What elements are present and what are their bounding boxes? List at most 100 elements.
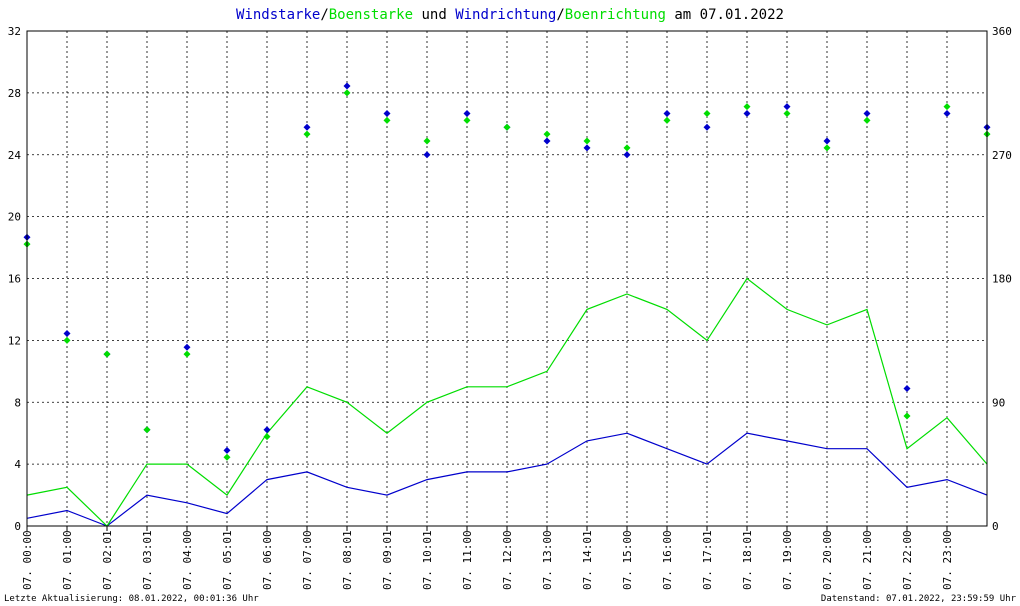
x-tick-label: 07. 05:01 [221, 530, 234, 590]
x-tick-label: 07. 22:00 [901, 530, 914, 590]
right-tick-label: 0 [992, 520, 999, 533]
series-line-windstarke [26, 432, 988, 527]
x-tick-label: 07. 20:00 [821, 530, 834, 590]
x-tick-label: 07. 03:01 [141, 530, 154, 590]
series-point-boenrichtung [223, 453, 231, 461]
x-tick-label: 07. 04:00 [181, 530, 194, 590]
series-point-boenrichtung [823, 144, 831, 152]
right-tick-label: 270 [992, 149, 1012, 162]
series-point-boenrichtung [943, 103, 951, 111]
series-point-boenrichtung [663, 116, 671, 124]
x-tick-label: 07. 21:00 [861, 530, 874, 590]
series-point-boenrichtung [583, 137, 591, 145]
right-tick-label: 180 [992, 273, 1012, 286]
series-point-windrichtung [463, 110, 471, 117]
left-tick-label: 8 [14, 396, 21, 409]
x-tick-label: 07. 18:01 [741, 530, 754, 590]
left-tick-label: 16 [8, 273, 21, 286]
series-point-windrichtung [63, 330, 71, 337]
x-tick-label: 07. 02:01 [101, 530, 114, 590]
series-point-windrichtung [663, 110, 671, 117]
series-line-boenstarke [26, 277, 988, 527]
title-boenrichtung: Boenrichtung [565, 7, 666, 23]
left-axis: 0 4 8 12 16 20 24 28 32 [8, 25, 22, 533]
left-tick-label: 28 [8, 87, 21, 100]
series-point-boenrichtung [383, 116, 391, 124]
x-tick-label: 07. 06:00 [261, 530, 274, 590]
series-point-boenrichtung [143, 426, 151, 434]
x-tick-label: 07. 16:00 [661, 530, 674, 590]
series-point-windrichtung [703, 123, 711, 131]
series-point-windrichtung [943, 110, 951, 117]
x-tick-label: 07. 09:01 [381, 530, 394, 590]
left-tick-label: 24 [8, 149, 22, 162]
footer-last-update: Letzte Aktualisierung: 08.01.2022, 00:01… [4, 594, 259, 604]
x-tick-label: 07. 11:00 [461, 530, 474, 590]
chart-title: Windstarke/Boenstarke und Windrichtung/B… [236, 7, 784, 23]
x-tick-label: 07. 14:01 [581, 530, 594, 590]
title-und: und [413, 7, 455, 23]
series-point-windrichtung [583, 144, 591, 152]
series-point-boenrichtung [903, 412, 911, 420]
title-windstarke: Windstarke [236, 7, 320, 23]
series-layer [23, 82, 991, 527]
title-boenstarke: Boenstarke [329, 7, 413, 23]
series-point-windrichtung [383, 110, 391, 117]
x-axis: 07. 00:00 07. 01:00 07. 02:01 07. 03:01 07. … [21, 526, 954, 590]
left-tick-label: 4 [14, 458, 21, 471]
series-point-boenrichtung [263, 433, 271, 441]
series-point-windrichtung [263, 426, 271, 434]
right-tick-label: 90 [992, 396, 1005, 409]
series-point-windrichtung [303, 123, 311, 131]
right-tick-label: 360 [992, 25, 1012, 38]
series-point-windrichtung [823, 137, 831, 145]
series-point-boenrichtung [343, 89, 351, 97]
x-tick-label: 07. 01:00 [61, 530, 74, 590]
left-tick-label: 20 [8, 211, 21, 224]
x-tick-label: 07. 15:00 [621, 530, 634, 590]
x-tick-label: 07. 10:01 [421, 530, 434, 590]
left-tick-label: 32 [8, 25, 21, 38]
series-point-boenrichtung [303, 130, 311, 138]
series-point-windrichtung [183, 343, 191, 351]
series-point-boenrichtung [743, 103, 751, 111]
x-tick-label: 07. 00:00 [21, 530, 34, 590]
footer-data-status: Datenstand: 07.01.2022, 23:59:59 Uhr [821, 594, 1017, 604]
title-windrichtung: Windrichtung [455, 7, 556, 23]
series-point-boenrichtung [183, 350, 191, 358]
series-point-windrichtung [623, 151, 631, 159]
series-point-boenrichtung [863, 116, 871, 124]
series-point-boenrichtung [423, 137, 431, 145]
series-point-boenrichtung [543, 130, 551, 138]
series-point-windrichtung [543, 137, 551, 145]
x-tick-label: 07. 19:00 [781, 530, 794, 590]
title-sep2: / [556, 7, 564, 23]
series-point-windrichtung [343, 82, 351, 90]
series-point-windrichtung [863, 110, 871, 117]
title-date: am 07.01.2022 [666, 7, 784, 23]
series-point-windrichtung [743, 110, 751, 117]
series-point-windrichtung [423, 151, 431, 159]
right-axis: 0 90 180 270 360 [992, 25, 1012, 533]
series-point-windrichtung [223, 446, 231, 454]
x-tick-label: 07. 13:00 [541, 530, 554, 590]
x-tick-label: 07. 23:00 [941, 530, 954, 590]
left-tick-label: 0 [14, 520, 21, 533]
series-point-boenrichtung [623, 144, 631, 152]
series-point-boenrichtung [463, 116, 471, 124]
title-sep1: / [320, 7, 328, 23]
x-tick-label: 07. 08:01 [341, 530, 354, 590]
x-tick-label: 07. 07:00 [301, 530, 314, 590]
series-point-windrichtung [783, 103, 791, 111]
series-point-windrichtung [903, 385, 911, 392]
x-tick-label: 07. 17:01 [701, 530, 714, 590]
left-tick-label: 12 [8, 334, 21, 347]
series-point-boenrichtung [103, 350, 111, 358]
series-point-boenrichtung [63, 336, 71, 344]
series-point-boenrichtung [783, 110, 791, 117]
series-point-boenrichtung [503, 123, 511, 131]
x-tick-label: 07. 12:00 [501, 530, 514, 590]
series-point-boenrichtung [703, 110, 711, 117]
